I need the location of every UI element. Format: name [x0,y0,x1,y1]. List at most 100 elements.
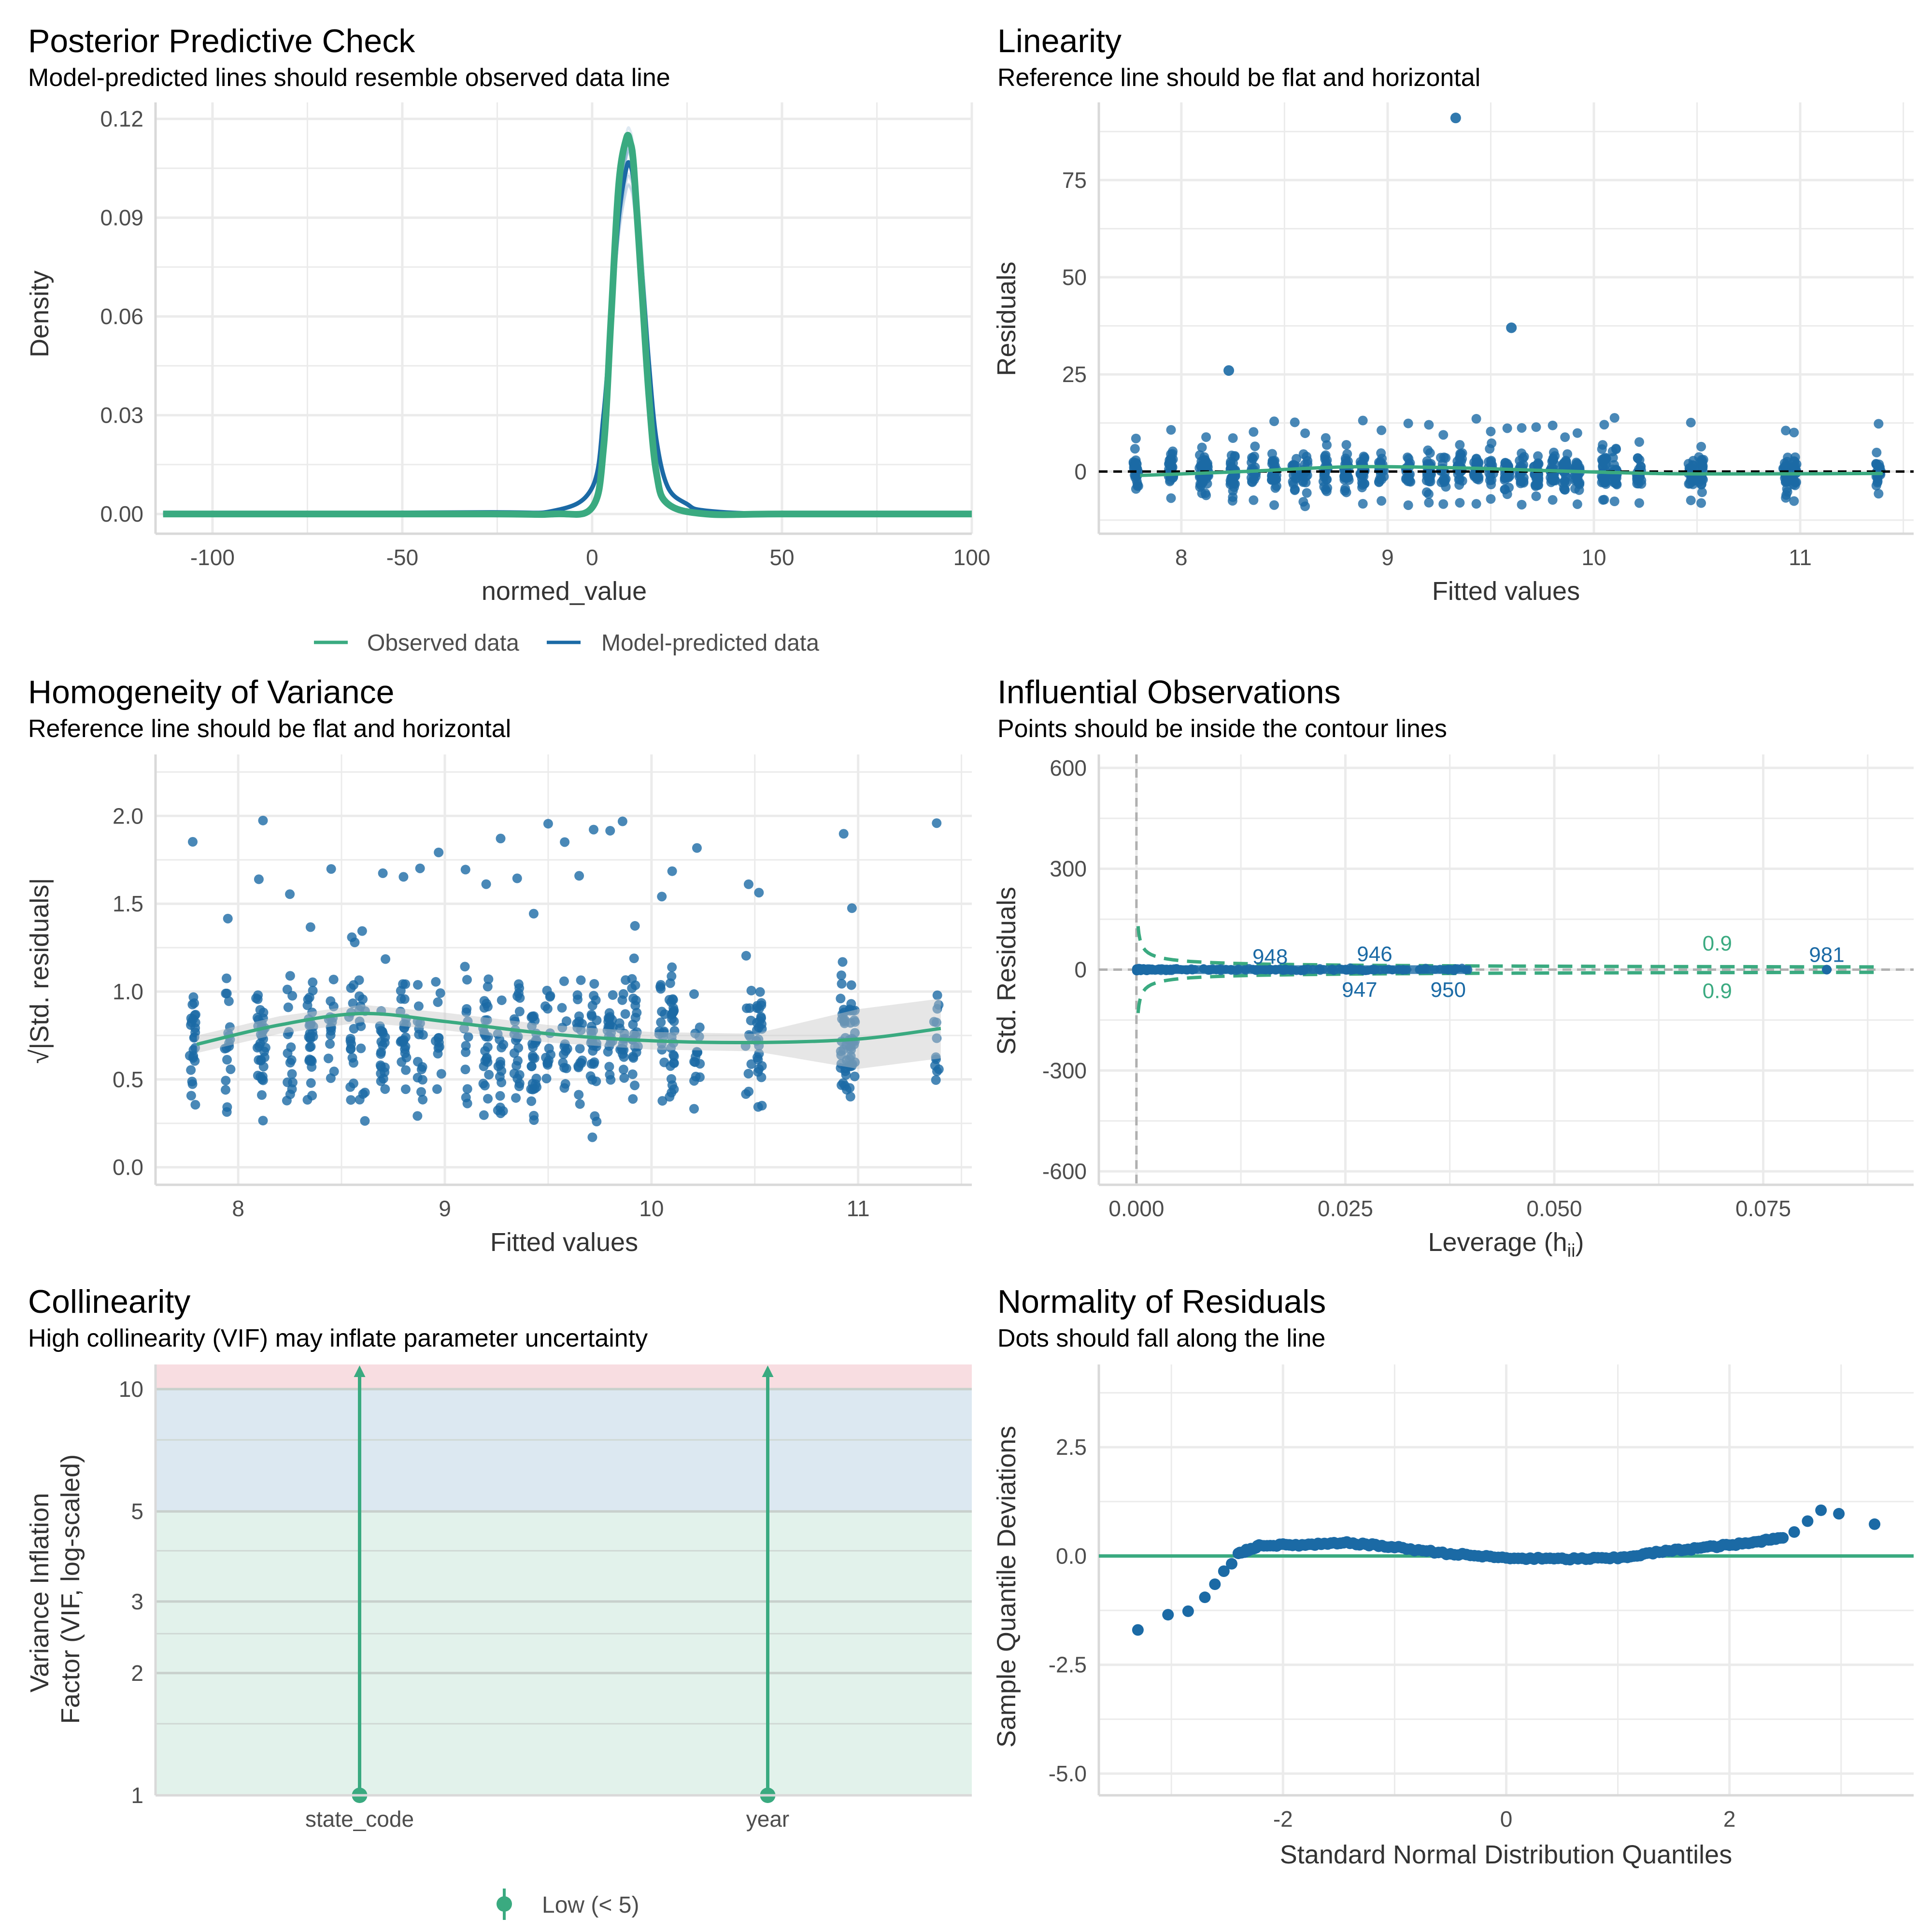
labelled-point [1822,965,1832,975]
std-residual-point [692,1047,702,1057]
std-residual-point [496,1056,506,1066]
residual-point [1228,486,1238,496]
residual-point [1874,489,1884,499]
std-residual-point [512,873,522,883]
residual-point [1486,494,1496,504]
quantile-point [1788,1526,1800,1538]
residual-point [1435,453,1446,463]
std-residual-point [186,1091,196,1101]
std-residual-point [847,903,857,913]
std-residual-point [588,1046,598,1056]
std-residual-point [399,994,410,1004]
std-residual-point [355,1016,365,1026]
std-residual-point [412,1111,423,1121]
std-residual-point [659,1026,669,1037]
ppc-legend: Observed data Model-predicted data [314,630,819,656]
residual-point [1516,476,1526,486]
std-residual-point [617,816,627,826]
vif-arrow-head [762,1365,774,1377]
std-residual-point [657,892,667,902]
residual-point [1321,433,1331,443]
std-residual-point [354,975,364,985]
residual-point [1421,487,1432,497]
collinearity-subtitle: High collinearity (VIF) may inflate para… [28,1324,648,1352]
std-residual-point [347,932,357,942]
std-residual-point [483,1094,493,1104]
collinearity-legend: Low (< 5) [497,1889,639,1920]
residual-point [1300,501,1310,511]
y-tick-label: 25 [1062,362,1087,387]
residual-point [1600,455,1610,465]
x-tick-label: 10 [639,1196,664,1221]
std-residual-point [836,970,846,980]
legend-label-low-vif: Low (< 5) [542,1892,639,1918]
legend-key-low-vif-point [497,1896,512,1912]
std-residual-point [430,1036,440,1046]
collinearity-title: Collinearity [28,1283,190,1320]
std-residual-point [574,1016,584,1026]
std-residual-point [326,864,336,874]
std-residual-point [326,996,336,1006]
residual-point [1611,443,1621,454]
residual-point [1249,475,1259,485]
std-residual-point [656,1017,666,1027]
residual-point [1572,499,1582,509]
residual-point [1560,476,1570,486]
std-residual-point [355,1001,366,1011]
std-residual-point [434,847,444,857]
std-residual-point [559,1041,569,1051]
std-residual-point [482,1054,492,1064]
residual-point [1267,449,1277,459]
std-residual-point [509,1014,519,1024]
ppc-subtitle: Model-predicted lines should resemble ob… [28,64,670,92]
residual-point [1533,451,1543,461]
std-residual-point [222,973,232,983]
std-residual-point [512,1056,523,1066]
std-residual-point [931,1075,941,1085]
influence-subtitle: Points should be inside the contour line… [997,715,1447,743]
x-tick-label: 9 [439,1196,451,1221]
legend-label-predicted: Model-predicted data [601,630,819,656]
std-residual-point [932,1066,942,1077]
residual-point [1609,460,1619,470]
std-residual-point [620,1009,630,1019]
residual-point [1267,456,1278,467]
cooks-contour-upper [1136,926,1878,969]
y-tick-label: 1 [131,1783,143,1808]
residual-point [1471,499,1481,509]
y-tick-label: -2.5 [1049,1652,1087,1677]
std-residual-point [513,979,524,989]
std-residual-point [497,995,507,1005]
loess-smooth-line [1140,465,1883,477]
x-tick-label: 0.025 [1318,1196,1373,1221]
predicted-replicate-line [163,146,972,516]
std-residual-point [480,1046,490,1056]
residual-point [1563,462,1573,472]
residual-point [1303,456,1313,466]
std-residual-point [257,1074,267,1084]
std-residual-point [561,1016,571,1026]
residual-point [1269,500,1279,510]
std-residual-point [285,971,295,981]
panel-linearity: Linearity Reference line should be flat … [992,23,1914,606]
y-tick-label: -600 [1042,1159,1087,1184]
residual-point [1534,459,1544,469]
std-residual-point [515,993,525,1003]
std-residual-point [323,1053,333,1064]
std-residual-point [615,1023,625,1034]
std-residual-point [223,913,233,923]
residual-point [1201,432,1211,442]
y-tick-label: 0.5 [113,1067,143,1092]
std-residual-point [190,1017,200,1027]
std-residual-point [932,1033,942,1043]
residual-point [1872,447,1882,457]
std-residual-point [254,874,264,884]
std-residual-point [587,1075,597,1085]
panel-homogeneity: Homogeneity of Variance Reference line s… [25,674,972,1257]
std-residual-point [304,1054,314,1065]
residual-point [1166,493,1176,503]
series-line-model-predicted [163,160,972,517]
std-residual-point [692,843,702,853]
predicted-replicate-line [163,140,972,516]
std-residual-point [631,1047,641,1057]
